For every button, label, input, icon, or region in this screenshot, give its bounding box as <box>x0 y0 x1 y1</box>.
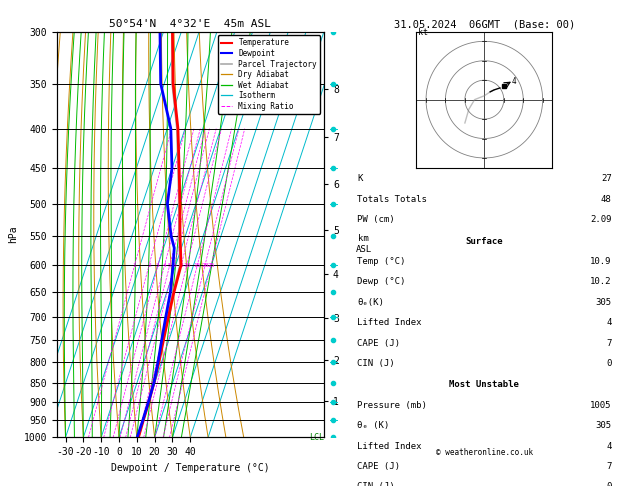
Text: 15: 15 <box>194 263 201 268</box>
Text: 31.05.2024  06GMT  (Base: 00): 31.05.2024 06GMT (Base: 00) <box>394 19 575 29</box>
Text: PW (cm): PW (cm) <box>357 215 394 224</box>
Text: Surface: Surface <box>465 237 503 245</box>
Legend: Temperature, Dewpoint, Parcel Trajectory, Dry Adiabat, Wet Adiabat, Isotherm, Mi: Temperature, Dewpoint, Parcel Trajectory… <box>218 35 320 114</box>
Text: 3: 3 <box>156 263 160 268</box>
Text: LCL: LCL <box>309 433 324 442</box>
Text: 4: 4 <box>606 442 611 451</box>
Text: 0: 0 <box>606 483 611 486</box>
Text: 6: 6 <box>172 263 176 268</box>
Text: 8: 8 <box>179 263 183 268</box>
Text: 20: 20 <box>201 263 209 268</box>
Text: Most Unstable: Most Unstable <box>449 381 520 389</box>
Text: 25: 25 <box>208 263 215 268</box>
Text: K: K <box>357 174 362 183</box>
Y-axis label: hPa: hPa <box>8 226 18 243</box>
Text: Lifted Index: Lifted Index <box>357 442 421 451</box>
Text: kt: kt <box>418 29 428 37</box>
Text: 305: 305 <box>596 298 611 307</box>
Text: 5: 5 <box>168 263 172 268</box>
Text: θₑ(K): θₑ(K) <box>357 298 384 307</box>
Text: Pressure (mb): Pressure (mb) <box>357 401 427 410</box>
Text: 4: 4 <box>606 318 611 327</box>
Text: Temp (°C): Temp (°C) <box>357 257 406 266</box>
Text: 0: 0 <box>606 359 611 368</box>
X-axis label: Dewpoint / Temperature (°C): Dewpoint / Temperature (°C) <box>111 463 270 473</box>
Text: 7: 7 <box>606 462 611 471</box>
Text: 2: 2 <box>147 263 151 268</box>
Text: θₑ (K): θₑ (K) <box>357 421 389 430</box>
Text: 48: 48 <box>601 195 611 204</box>
Text: Totals Totals: Totals Totals <box>357 195 427 204</box>
Text: 7: 7 <box>606 339 611 347</box>
Text: 10.2: 10.2 <box>590 278 611 286</box>
Text: CAPE (J): CAPE (J) <box>357 339 400 347</box>
Text: 2.09: 2.09 <box>590 215 611 224</box>
Text: 4: 4 <box>511 77 516 86</box>
Y-axis label: km
ASL: km ASL <box>356 235 372 254</box>
Text: 27: 27 <box>601 174 611 183</box>
Text: CIN (J): CIN (J) <box>357 359 394 368</box>
Text: CAPE (J): CAPE (J) <box>357 462 400 471</box>
Text: CIN (J): CIN (J) <box>357 483 394 486</box>
Text: 10.9: 10.9 <box>590 257 611 266</box>
Title: 50°54'N  4°32'E  45m ASL: 50°54'N 4°32'E 45m ASL <box>109 19 271 30</box>
Text: Dewp (°C): Dewp (°C) <box>357 278 406 286</box>
Text: 1: 1 <box>133 263 136 268</box>
Text: © weatheronline.co.uk: © weatheronline.co.uk <box>436 448 533 457</box>
Text: 305: 305 <box>596 421 611 430</box>
Text: 10: 10 <box>183 263 191 268</box>
Text: 1005: 1005 <box>590 401 611 410</box>
Text: 4: 4 <box>163 263 167 268</box>
Text: Lifted Index: Lifted Index <box>357 318 421 327</box>
